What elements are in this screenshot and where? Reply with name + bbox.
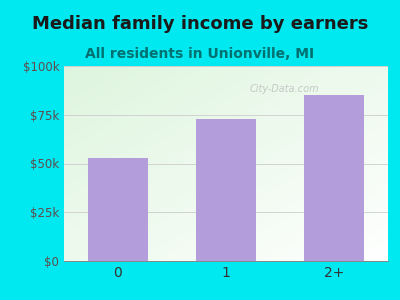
Text: All residents in Unionville, MI: All residents in Unionville, MI — [86, 46, 314, 61]
Bar — [304, 95, 364, 261]
Bar — [88, 158, 148, 261]
Text: City-Data.com: City-Data.com — [250, 84, 319, 94]
Text: Median family income by earners: Median family income by earners — [32, 15, 368, 33]
Bar — [196, 118, 256, 261]
